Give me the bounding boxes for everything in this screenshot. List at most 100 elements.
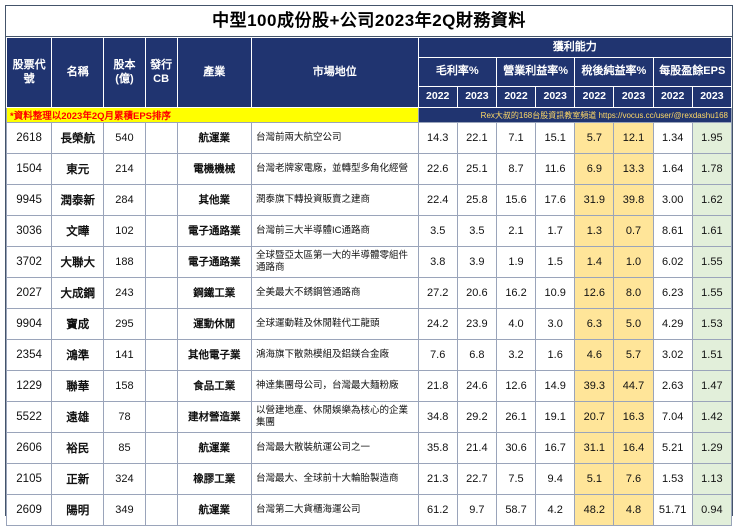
cell-name: 長榮航 [51,122,105,154]
table-row: 5522 遠雄 78 建材營造業 以營建地產、休閒娛樂為核心的企業集團 34.8 29.2 2… [5,401,733,433]
cell-market: 鴻海旗下散熱模組及鋁鎂合金廠 [250,339,419,371]
cell-net-2022: 4.6 [574,339,615,371]
cell-eps-2022: 1.53 [652,463,693,495]
cell-capital: 540 [103,122,146,154]
cell-code: 2609 [5,494,53,526]
cell-eps-2022: 6.02 [652,246,693,278]
cell-code: 9945 [5,184,53,216]
cell-code: 9904 [5,308,53,340]
cell-eps-2022: 6.23 [652,277,693,309]
cell-code: 3702 [5,246,53,278]
cell-eps-2023: 1.42 [691,401,733,433]
cell-net-2023: 4.8 [613,494,654,526]
cell-eps-2022: 7.04 [652,401,693,433]
financial-table: 股票代號 名稱 股本(億) 發行CB 產業 市場地位 獲利能力 毛利率% 營業利… [5,37,733,526]
cell-eps-2022: 3.00 [652,184,693,216]
cell-eps-2023: 1.95 [691,122,733,154]
cell-net-2023: 44.7 [613,370,654,402]
cell-cb [144,277,178,309]
cell-op-2022: 2.1 [495,215,537,247]
table-row: 2606 裕民 85 航運業 台灣最大散裝航運公司之一 35.8 21.4 30.6 16.7 3… [5,432,733,464]
cell-eps-2023: 1.29 [691,432,733,464]
cell-market: 台灣老牌家電廠，並轉型多角化經營 [250,153,419,185]
col-header-profitability: 獲利能力 [417,37,733,58]
cell-code: 2027 [5,277,53,309]
cell-op-2023: 14.9 [535,370,576,402]
cell-market: 潤泰旗下轉投資販賣之建商 [250,184,419,216]
cell-gross-2023: 23.9 [456,308,497,340]
cell-op-2023: 3.0 [535,308,576,340]
cell-eps-2023: 1.78 [691,153,733,185]
col-header-year-2022: 2022 [652,86,693,108]
col-header-year-2023: 2023 [691,86,733,108]
cell-op-2022: 7.5 [495,463,537,495]
cell-industry: 電子通路業 [176,246,252,278]
cell-gross-2023: 3.9 [456,246,497,278]
cell-name: 鴻準 [51,339,105,371]
cell-gross-2023: 29.2 [456,401,497,433]
cell-net-2023: 5.0 [613,308,654,340]
cell-industry: 食品工業 [176,370,252,402]
cell-net-2022: 20.7 [574,401,615,433]
cell-name: 潤泰新 [51,184,105,216]
cell-eps-2022: 2.63 [652,370,693,402]
cell-capital: 85 [103,432,146,464]
cell-net-2022: 6.3 [574,308,615,340]
cell-net-2023: 0.7 [613,215,654,247]
cell-code: 3036 [5,215,53,247]
cell-name: 文曄 [51,215,105,247]
cell-op-2023: 16.7 [535,432,576,464]
cell-eps-2022: 3.02 [652,339,693,371]
cell-net-2022: 39.3 [574,370,615,402]
col-header-capital: 股本(億) [103,37,146,108]
col-header-cb: 發行CB [144,37,178,108]
cell-eps-2023: 1.13 [691,463,733,495]
cell-industry: 航運業 [176,432,252,464]
cell-market: 全球運動鞋及休閒鞋代工龍頭 [250,308,419,340]
cell-op-2023: 1.5 [535,246,576,278]
cell-market: 以營建地產、休閒娛樂為核心的企業集團 [250,401,419,433]
cell-eps-2023: 1.55 [691,277,733,309]
cell-market: 台灣最大散裝航運公司之一 [250,432,419,464]
cell-eps-2023: 1.61 [691,215,733,247]
cell-market: 台灣前兩大航空公司 [250,122,419,154]
table-row: 2027 大成鋼 243 鋼鐵工業 全美最大不銹鋼管通路商 27.2 20.6 16.2 10.… [5,277,733,309]
cell-op-2022: 1.9 [495,246,537,278]
cell-gross-2023: 3.5 [456,215,497,247]
cell-op-2023: 17.6 [535,184,576,216]
channel-note: Rex大叔的168台股資訊教室頻道 https://vocus.cc/user/… [417,107,733,123]
cell-name: 大聯大 [51,246,105,278]
table-row: 2354 鴻準 141 其他電子業 鴻海旗下散熱模組及鋁鎂合金廠 7.6 6.8 3.2 1.6… [5,339,733,371]
cell-eps-2023: 1.55 [691,246,733,278]
cell-market: 神達集團母公司，台灣最大麵粉廠 [250,370,419,402]
cell-net-2023: 7.6 [613,463,654,495]
col-header-name: 名稱 [51,37,105,108]
cell-eps-2022: 5.21 [652,432,693,464]
cell-code: 2354 [5,339,53,371]
cell-net-2023: 1.0 [613,246,654,278]
cell-code: 2105 [5,463,53,495]
cell-op-2022: 7.1 [495,122,537,154]
cell-eps-2023: 1.62 [691,184,733,216]
cell-op-2023: 1.7 [535,215,576,247]
cell-net-2023: 5.7 [613,339,654,371]
cell-gross-2022: 21.3 [417,463,458,495]
cell-gross-2022: 22.4 [417,184,458,216]
cell-gross-2022: 21.8 [417,370,458,402]
cell-cb [144,122,178,154]
cell-net-2023: 16.3 [613,401,654,433]
table-row: 2105 正新 324 橡膠工業 台灣最大、全球前十大輪胎製造商 21.3 22.7 7.5 9… [5,463,733,495]
cell-cb [144,215,178,247]
cell-net-2023: 16.4 [613,432,654,464]
cell-net-2022: 5.7 [574,122,615,154]
col-header-year-2022: 2022 [574,86,615,108]
cell-op-2022: 16.2 [495,277,537,309]
cell-cb [144,184,178,216]
cell-cb [144,339,178,371]
cell-industry: 建材營造業 [176,401,252,433]
cell-cb [144,463,178,495]
cell-net-2022: 12.6 [574,277,615,309]
cell-capital: 324 [103,463,146,495]
cell-eps-2023: 1.47 [691,370,733,402]
cell-eps-2023: 1.53 [691,308,733,340]
